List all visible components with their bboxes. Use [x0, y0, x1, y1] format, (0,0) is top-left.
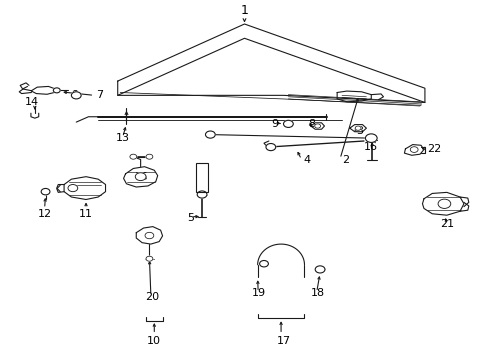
Text: 12: 12: [38, 210, 52, 220]
Text: 22: 22: [427, 144, 441, 154]
Circle shape: [146, 256, 153, 261]
Text: 14: 14: [25, 98, 40, 108]
Text: 6: 6: [199, 165, 206, 175]
Text: 7: 7: [96, 90, 102, 100]
Text: 2: 2: [341, 154, 348, 165]
Circle shape: [145, 232, 154, 239]
Text: 19: 19: [251, 288, 265, 298]
Text: 21: 21: [439, 219, 453, 229]
Text: 8: 8: [307, 119, 314, 129]
Circle shape: [197, 191, 206, 198]
Circle shape: [365, 134, 376, 143]
Circle shape: [354, 126, 360, 130]
Text: 1: 1: [240, 4, 248, 17]
Text: 3: 3: [356, 126, 363, 136]
Text: 10: 10: [147, 336, 161, 346]
Circle shape: [259, 261, 268, 267]
Circle shape: [265, 144, 275, 150]
Circle shape: [68, 185, 78, 192]
Text: 4: 4: [303, 154, 309, 165]
Text: 13: 13: [115, 133, 129, 143]
Circle shape: [53, 88, 60, 93]
Circle shape: [41, 188, 50, 195]
Bar: [195, 163, 208, 192]
Circle shape: [314, 124, 320, 128]
Text: 11: 11: [79, 210, 93, 220]
Text: 18: 18: [310, 288, 324, 298]
Text: 15: 15: [135, 172, 149, 183]
Text: 9: 9: [71, 90, 79, 100]
Circle shape: [409, 147, 417, 152]
Circle shape: [146, 154, 153, 159]
Circle shape: [130, 154, 137, 159]
Bar: [195, 163, 208, 192]
Text: 16: 16: [364, 142, 378, 152]
Circle shape: [437, 199, 450, 208]
Circle shape: [135, 173, 146, 181]
Text: 5: 5: [187, 213, 194, 224]
Text: 17: 17: [276, 336, 290, 346]
Text: 9: 9: [271, 119, 278, 129]
Circle shape: [315, 266, 325, 273]
Text: 20: 20: [144, 292, 159, 302]
Circle shape: [71, 92, 81, 99]
Circle shape: [283, 120, 293, 127]
Circle shape: [205, 131, 215, 138]
